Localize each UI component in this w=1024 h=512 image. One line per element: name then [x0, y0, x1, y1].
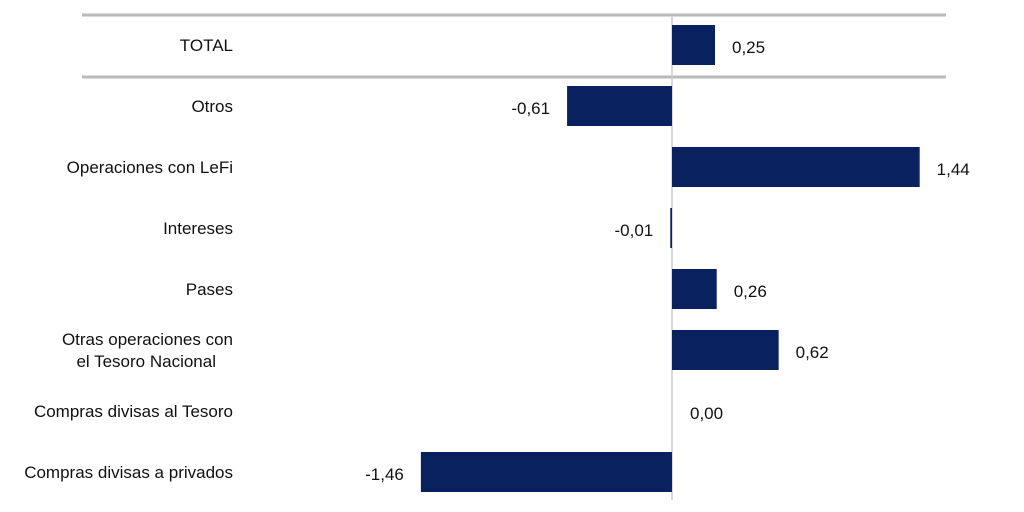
bars-group	[420, 25, 920, 492]
category-label-line: Intereses	[163, 219, 233, 238]
value-label: -0,01	[615, 221, 654, 240]
category-label: Pases	[186, 280, 233, 299]
category-label: Intereses	[163, 219, 233, 238]
category-label: Otros	[191, 97, 233, 116]
value-label: 0,26	[734, 282, 767, 301]
bar	[567, 86, 672, 126]
bar	[670, 208, 672, 248]
value-label: 0,62	[796, 343, 829, 362]
value-label: 0,25	[732, 38, 765, 57]
category-label-line: el Tesoro Nacional	[76, 352, 216, 371]
bar	[672, 330, 779, 370]
value-labels-group: 0,25 -0,61 1,44 -0,01 0,26 0,62 0,00 -1,46	[365, 38, 970, 484]
category-label-line: Compras divisas al Tesoro	[34, 402, 233, 421]
category-label: Otras operaciones con el Tesoro Nacional	[62, 330, 233, 371]
bar	[420, 452, 672, 492]
value-label: -0,61	[511, 99, 550, 118]
category-label-line: Compras divisas a privados	[24, 463, 233, 482]
category-label-line: TOTAL	[180, 36, 233, 55]
category-label: Compras divisas a privados	[24, 463, 233, 482]
value-label: 1,44	[937, 160, 970, 179]
value-label: -1,46	[365, 465, 404, 484]
category-label: TOTAL	[180, 36, 233, 55]
category-label-line: Otras operaciones con	[62, 330, 233, 349]
category-labels-group: TOTAL Otros Operaciones con LeFi Intereses P…	[24, 36, 233, 482]
bar	[672, 269, 717, 309]
category-label: Operaciones con LeFi	[67, 158, 233, 177]
value-label: 0,00	[690, 404, 723, 423]
bar	[672, 25, 715, 65]
bar	[672, 147, 920, 187]
category-label: Compras divisas al Tesoro	[34, 402, 233, 421]
category-label-line: Operaciones con LeFi	[67, 158, 233, 177]
category-label-line: Pases	[186, 280, 233, 299]
category-label-line: Otros	[191, 97, 233, 116]
